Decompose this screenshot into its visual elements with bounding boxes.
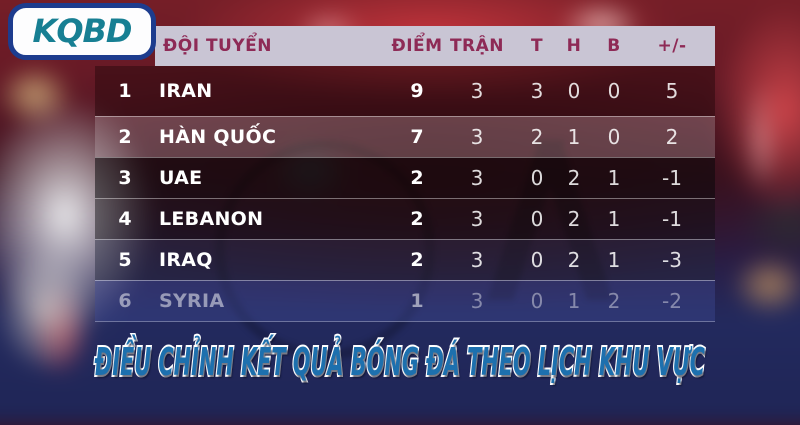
rank-cell: 2 xyxy=(118,126,132,148)
table-row: 1 IRAN 9 3 3 0 0 5 xyxy=(95,66,715,116)
team-cell: SYRIA xyxy=(159,290,225,312)
rank-cell: 6 xyxy=(118,290,132,312)
rank-cell: 5 xyxy=(118,249,132,271)
goal-diff-cell: 5 xyxy=(665,79,679,103)
draws-cell: 2 xyxy=(567,207,581,231)
draws-cell: 1 xyxy=(567,289,581,313)
bottom-banner: ĐIỀU CHỈNH KẾT QUẢ BÓNG ĐÁ THEO LỊCH KHU… xyxy=(0,333,800,391)
played-cell: 3 xyxy=(470,125,484,149)
points-cell: 9 xyxy=(410,80,424,102)
goal-diff-cell: 2 xyxy=(665,125,679,149)
points-cell: 1 xyxy=(410,290,424,312)
played-cell: 3 xyxy=(470,289,484,313)
losses-cell: 0 xyxy=(607,125,621,149)
losses-cell: 1 xyxy=(607,207,621,231)
losses-cell: 1 xyxy=(607,248,621,272)
rank-cell: 3 xyxy=(118,167,132,189)
losses-cell: 2 xyxy=(607,289,621,313)
team-cell: HÀN QUỐC xyxy=(159,126,277,148)
standings-header-row: ĐỘI TUYỂN ĐIỂM TRẬN T H B +/- xyxy=(155,26,715,66)
banner-title: ĐIỀU CHỈNH KẾT QUẢ BÓNG ĐÁ THEO LỊCH KHU… xyxy=(94,338,706,386)
losses-cell: 0 xyxy=(607,79,621,103)
played-cell: 3 xyxy=(470,248,484,272)
header-points: ĐIỂM xyxy=(391,36,443,56)
goal-diff-cell: -1 xyxy=(662,207,682,231)
played-cell: 3 xyxy=(470,166,484,190)
team-cell: LEBANON xyxy=(159,208,264,230)
points-cell: 7 xyxy=(410,126,424,148)
header-team: ĐỘI TUYỂN xyxy=(163,36,272,56)
header-wins: T xyxy=(530,36,544,56)
table-row: 6 SYRIA 1 3 0 1 2 -2 xyxy=(95,280,715,322)
rank-cell: 4 xyxy=(118,208,132,230)
points-cell: 2 xyxy=(410,249,424,271)
header-draws: H xyxy=(566,36,582,56)
team-cell: IRAQ xyxy=(159,249,213,271)
rank-cell: 1 xyxy=(118,80,132,102)
draws-cell: 2 xyxy=(567,166,581,190)
table-row: 4 LEBANON 2 3 0 2 1 -1 xyxy=(95,198,715,239)
header-losses: B xyxy=(607,36,621,56)
wins-cell: 3 xyxy=(530,79,544,103)
draws-cell: 1 xyxy=(567,125,581,149)
losses-cell: 1 xyxy=(607,166,621,190)
played-cell: 3 xyxy=(470,207,484,231)
goal-diff-cell: -1 xyxy=(662,166,682,190)
kqbd-logo-text: KQBD xyxy=(32,11,133,50)
wins-cell: 2 xyxy=(530,125,544,149)
points-cell: 2 xyxy=(410,208,424,230)
header-goal-diff: +/- xyxy=(657,36,687,56)
draws-cell: 2 xyxy=(567,248,581,272)
header-played: TRẬN xyxy=(449,36,505,56)
played-cell: 3 xyxy=(470,79,484,103)
draws-cell: 0 xyxy=(567,79,581,103)
team-cell: IRAN xyxy=(159,80,213,102)
kqbd-logo: KQBD xyxy=(8,3,156,60)
watermark-ring xyxy=(215,140,435,360)
wins-cell: 0 xyxy=(530,248,544,272)
table-row: 3 UAE 2 3 0 2 1 -1 xyxy=(95,157,715,198)
goal-diff-cell: -2 xyxy=(662,289,682,313)
table-row: 5 IRAQ 2 3 0 2 1 -3 xyxy=(95,239,715,280)
table-row: 2 HÀN QUỐC 7 3 2 1 0 2 xyxy=(95,116,715,157)
wins-cell: 0 xyxy=(530,289,544,313)
wins-cell: 0 xyxy=(530,166,544,190)
wins-cell: 0 xyxy=(530,207,544,231)
goal-diff-cell: -3 xyxy=(662,248,682,272)
standings-table: 1 IRAN 9 3 3 0 0 5 2 HÀN QUỐC 7 3 2 1 0 … xyxy=(95,66,715,322)
team-cell: UAE xyxy=(159,167,203,189)
points-cell: 2 xyxy=(410,167,424,189)
